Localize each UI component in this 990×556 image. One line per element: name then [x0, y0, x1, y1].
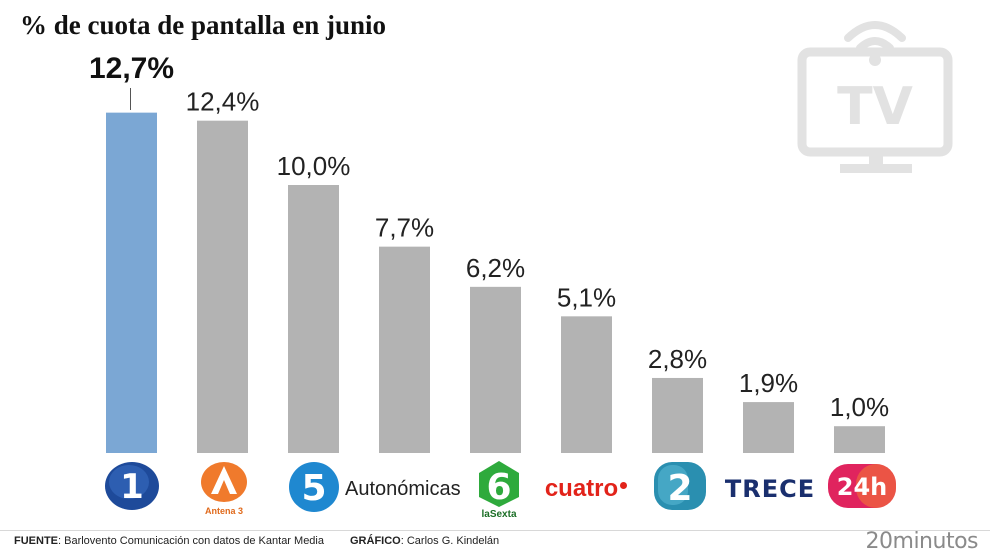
value-label-5: 6,2% [466, 253, 525, 283]
value-label-4: 7,7% [375, 213, 434, 243]
value-label-6: 5,1% [557, 282, 616, 312]
value-label-2: 12,4% [186, 87, 260, 117]
graphic-label: GRÁFICO [350, 535, 401, 547]
footer-credits: FUENTE: Barlovento Comunicación con dato… [14, 535, 499, 547]
antena3-logo: Antena 3 [196, 458, 252, 518]
trece-logo-text: TRECE [724, 475, 816, 503]
value-label-3: 10,0% [277, 151, 351, 181]
tv-icon: TV [797, 21, 953, 173]
source-text: : Barlovento Comunicación con datos de K… [58, 535, 324, 547]
value-label-8: 1,9% [739, 368, 798, 398]
telecinco-logo-text: 5 [301, 468, 326, 509]
value-label-1: 12,7% [89, 52, 174, 85]
bar-2 [197, 120, 248, 454]
la2-logo: 2 [652, 460, 708, 512]
cuatro-logo-text: cuatro [544, 475, 619, 502]
bar-3 [288, 185, 339, 453]
bar-7 [652, 377, 703, 453]
brand-logo: 20minutos [865, 529, 979, 554]
footer-divider [0, 530, 990, 531]
24h-logo-text: 24h [837, 473, 887, 501]
bar-chart: 12,7% 12,4% 10,0% 7,7% 6,2% 5,1% 2,8% 1,9% 1,0% [89, 52, 889, 454]
bar-8 [743, 402, 794, 453]
value-labels-group: 12,7% 12,4% 10,0% 7,7% 6,2% 5,1% 2,8% 1,9% 1,0% [89, 52, 889, 422]
antena3-logo-text: Antena 3 [204, 506, 243, 516]
la2-logo-text: 2 [667, 468, 692, 509]
lasexta-logo-caption: laSexta [481, 508, 517, 520]
telecinco-logo: 5 [287, 460, 341, 514]
chart-title: % de cuota de pantalla en junio [20, 10, 387, 40]
lasexta-logo: 6 laSexta [472, 456, 526, 522]
bar-5 [470, 286, 521, 453]
cuatro-logo: cuatro [536, 474, 636, 504]
bars-group [106, 112, 885, 454]
value-label-9: 1,0% [830, 392, 889, 422]
source-label: FUENTE [14, 535, 58, 547]
value-label-7: 2,8% [648, 344, 707, 374]
tv-icon-text: TV [837, 77, 913, 137]
bar-4 [379, 246, 430, 453]
trece-logo: TRECE [722, 474, 818, 504]
graphic-text: : Carlos G. Kindelán [400, 535, 500, 547]
autonomicas-label: Autonómicas [345, 477, 461, 500]
cuatro-logo-dot [620, 481, 628, 489]
la1-logo: 1 [103, 460, 161, 512]
bar-1 [106, 112, 157, 453]
bar-9 [834, 426, 885, 453]
lasexta-logo-text: 6 [486, 467, 511, 508]
la1-logo-text: 1 [120, 467, 144, 507]
bar-6 [561, 316, 612, 453]
24h-logo: 24h [826, 462, 898, 510]
